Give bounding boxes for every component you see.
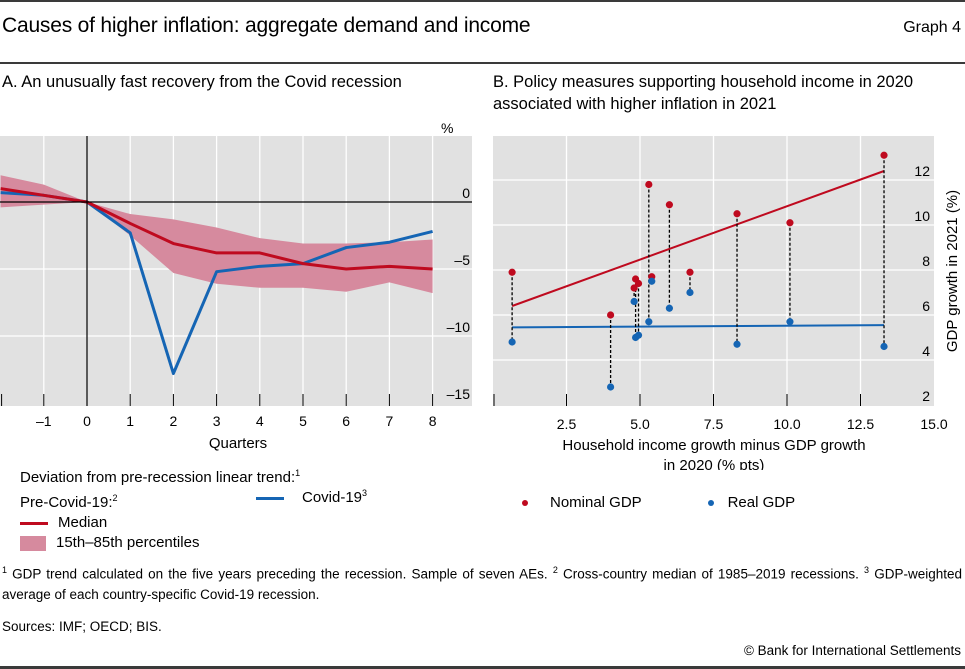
panel-a-y-unit: % <box>441 120 453 136</box>
real-gdp-point <box>634 331 643 339</box>
panel-a-x-tick-label: 7 <box>386 413 394 429</box>
covid-swatch <box>256 496 284 500</box>
percentile-band <box>0 175 433 294</box>
panel-a-legend: Deviation from pre-recession linear tren… <box>20 463 300 553</box>
legend-item-band: 15th–85th percentiles <box>20 533 300 553</box>
real-gdp-point <box>665 304 674 312</box>
nominal-gdp-point <box>665 201 674 209</box>
nominal-gdp-point <box>686 268 694 276</box>
footnotes: 1 GDP trend calculated on the five years… <box>2 565 962 602</box>
panel-a-chart: 0–5–10–15–1 0 1 2 3 4 5 6 7 8 % Quarters <box>0 120 472 452</box>
nominal-gdp-point <box>733 210 741 218</box>
panel-b-y-tick-label: 4 <box>922 343 930 359</box>
title-rule <box>0 62 965 64</box>
real-fit-line <box>512 324 885 329</box>
panel-b-x-tick-label: 5.0 <box>630 416 650 432</box>
median-swatch <box>20 521 48 525</box>
panel-a-x-tick-label: 6 <box>342 413 350 429</box>
panel-b-y-tick-label: 10 <box>914 208 930 224</box>
legend-item-covid: Covid-193 <box>256 483 367 508</box>
nominal-gdp-point <box>508 268 516 276</box>
nominal-gdp-point <box>880 151 888 159</box>
panel-b-y-axis-label: GDP growth in 2021 (%) <box>944 190 961 352</box>
panel-b-y-tick-label: 12 <box>914 163 930 179</box>
real-gdp-point <box>786 318 794 326</box>
graph-number: Graph 4 <box>903 19 961 36</box>
real-gdp-point <box>648 277 656 285</box>
panel-a-y-tick-label: –5 <box>454 252 470 268</box>
panel-a-y-tick-label: –10 <box>447 319 471 335</box>
panel-b-x-tick-label: 15.0 <box>920 416 947 432</box>
real-gdp-point <box>631 333 640 342</box>
panel-a-x-tick-label: 0 <box>83 413 91 429</box>
nominal-gdp-point <box>648 273 656 281</box>
panel-a-x-tick-label: –1 <box>36 413 52 429</box>
panel-b-y-tick-label: 6 <box>922 298 930 314</box>
nominal-gdp-point <box>631 275 640 283</box>
panel-b-x-axis-label-line1: Household income growth minus GDP growth <box>562 437 865 454</box>
copyright: © Bank for International Settlements <box>743 643 961 658</box>
real-gdp-point <box>508 338 516 346</box>
median-line <box>0 187 433 271</box>
panel-b-x-tick-label: 2.5 <box>557 416 577 432</box>
panel-b-x-tick-label: 12.5 <box>847 416 874 432</box>
panel-b-x-axis-label-line2: in 2020 (% pts) <box>664 457 765 470</box>
legend-group: Pre-Covid-19:2 <box>20 493 118 511</box>
panel-b-x-tick-label: 7.5 <box>704 416 724 432</box>
real-gdp-point <box>880 342 888 351</box>
panel-b-x-tick-label: 10.0 <box>773 416 800 432</box>
nominal-gdp-point <box>630 284 638 292</box>
nominal-gdp-point <box>634 279 643 288</box>
real-gdp-point <box>607 383 615 391</box>
panel-b-y-tick-label: 2 <box>922 388 930 404</box>
real-gdp-point <box>630 297 638 306</box>
real-gdp-point <box>645 318 653 326</box>
panel-a-x-tick-label: 2 <box>170 413 178 429</box>
panel-a-x-tick-label: 4 <box>256 413 264 429</box>
legend-item-nominal: Nominal GDP <box>522 494 641 511</box>
panel-a-y-tick-label: –15 <box>447 386 471 402</box>
panel-b-y-tick-label: 8 <box>922 253 930 269</box>
nominal-fit-line <box>511 170 885 307</box>
panel-a-y-tick-label: 0 <box>462 185 470 201</box>
panel-b-title: B. Policy measures supporting household … <box>493 71 913 115</box>
panel-b-title-line1: B. Policy measures supporting household … <box>493 73 914 91</box>
legend-item-real: Real GDP <box>707 494 795 511</box>
panel-a-x-tick-label: 5 <box>299 413 307 429</box>
panel-b-title-line2: associated with higher inflation in 2021 <box>493 95 777 113</box>
panel-a-title: A. An unusually fast recovery from the C… <box>2 73 402 91</box>
panel-a-x-tick-label: 1 <box>126 413 134 429</box>
chart-title: Causes of higher inflation: aggregate de… <box>2 14 531 37</box>
panel-a-x-tick-label: 3 <box>213 413 221 429</box>
panel-a-x-tick-label: 8 <box>429 413 437 429</box>
top-rule <box>0 0 965 2</box>
real-gdp-point <box>733 340 741 348</box>
nominal-dot-swatch <box>522 500 528 507</box>
sources: Sources: IMF; OECD; BIS. <box>2 619 162 634</box>
bottom-rule <box>0 666 965 669</box>
nominal-gdp-point <box>607 311 615 319</box>
real-gdp-point <box>686 288 694 297</box>
real-dot-swatch <box>707 500 714 507</box>
legend-heading: Deviation from pre-recession linear tren… <box>20 468 301 486</box>
panel-a-x-axis-label: Quarters <box>209 435 267 452</box>
nominal-gdp-point <box>645 180 653 189</box>
nominal-gdp-point <box>786 219 794 227</box>
band-swatch <box>20 535 46 551</box>
legend-item-median: Median <box>20 513 300 533</box>
panel-b-legend: Nominal GDP Real GDP <box>522 493 795 513</box>
panel-b-plot-background <box>493 136 934 406</box>
